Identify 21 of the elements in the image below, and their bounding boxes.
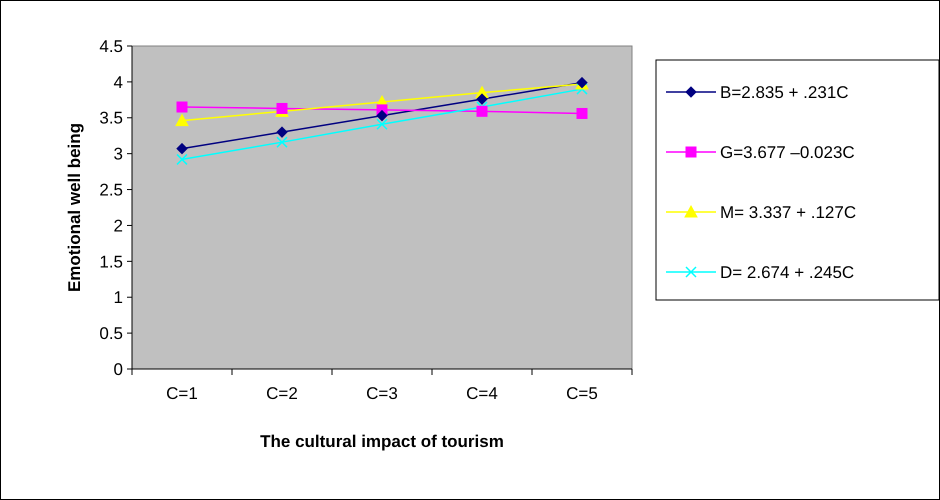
y-tick-label: 3.5 — [99, 108, 123, 128]
y-tick-label: 0 — [114, 360, 123, 379]
y-tick-label: 1.5 — [99, 252, 123, 272]
legend-label: B=2.835 + .231C — [720, 82, 849, 102]
x-tick-label: C=5 — [566, 384, 598, 403]
y-tick-label: 1 — [114, 288, 123, 308]
y-tick-label: 4 — [114, 72, 123, 92]
y-axis-title: Emotional well being — [65, 122, 84, 292]
x-tick-label: C=1 — [166, 384, 198, 403]
y-tick-label: 3 — [114, 144, 123, 164]
y-tick-label: 4.5 — [99, 36, 123, 56]
legend-label: D= 2.674 + .245C — [720, 262, 854, 282]
x-tick-label: C=4 — [466, 384, 498, 403]
y-tick-label: 0.5 — [99, 324, 123, 344]
y-tick-label: 2.5 — [99, 180, 123, 200]
legend-label: G=3.677 –0.023C — [720, 142, 855, 162]
y-tick-label: 2 — [114, 216, 123, 236]
legend-label: M= 3.337 + .127C — [720, 202, 856, 222]
x-axis-title: The cultural impact of tourism — [260, 432, 504, 451]
x-tick-label: C=2 — [266, 384, 298, 403]
x-tick-label: C=3 — [366, 384, 398, 403]
